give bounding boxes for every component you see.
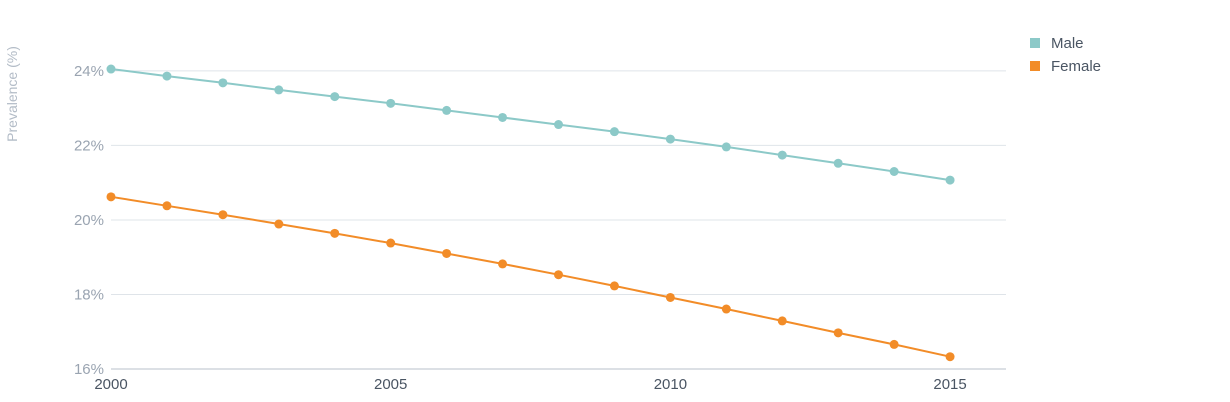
x-tick-label: 2000 bbox=[94, 376, 127, 393]
data-point-female bbox=[218, 210, 228, 220]
gridlines bbox=[111, 70, 1006, 370]
data-point-female bbox=[274, 219, 284, 229]
data-point-male bbox=[442, 105, 452, 115]
data-point-female bbox=[833, 328, 843, 338]
data-point-male bbox=[777, 150, 787, 160]
x-tick-label: 2015 bbox=[933, 376, 966, 393]
x-tick-label: 2010 bbox=[654, 376, 687, 393]
data-point-female bbox=[162, 201, 172, 211]
y-tick-label: 22% bbox=[74, 137, 104, 154]
data-point-female bbox=[889, 339, 899, 349]
data-point-male bbox=[330, 92, 340, 102]
data-point-male bbox=[218, 78, 228, 88]
series-group bbox=[106, 64, 955, 362]
y-axis-label: Prevalence (%) bbox=[4, 46, 20, 142]
data-point-female bbox=[945, 352, 955, 362]
x-axis-ticks: 2000 2005 2010 2015 bbox=[94, 376, 966, 393]
data-point-female bbox=[721, 304, 731, 314]
data-point-male bbox=[721, 142, 731, 152]
data-point-female bbox=[498, 259, 508, 269]
series-female bbox=[106, 192, 955, 362]
data-point-male bbox=[498, 112, 508, 122]
data-point-male bbox=[162, 71, 172, 81]
data-point-male bbox=[609, 127, 619, 137]
data-point-female bbox=[609, 281, 619, 291]
data-point-male bbox=[889, 167, 899, 177]
x-tick-label: 2005 bbox=[374, 376, 407, 393]
data-point-male bbox=[386, 98, 396, 108]
data-point-female bbox=[442, 248, 452, 258]
data-point-female bbox=[330, 228, 340, 238]
data-point-female bbox=[106, 192, 116, 202]
data-point-female bbox=[554, 270, 563, 280]
y-tick-label: 16% bbox=[74, 361, 104, 378]
data-point-male bbox=[274, 85, 284, 95]
y-tick-label: 24% bbox=[74, 63, 104, 80]
y-axis-ticks: 16% 18% 20% 22% 24% bbox=[74, 63, 104, 378]
legend-swatch-female bbox=[1030, 61, 1040, 71]
y-tick-label: 18% bbox=[74, 286, 104, 303]
data-point-male bbox=[833, 158, 843, 168]
series-line-female bbox=[110, 195, 951, 358]
y-tick-label: 20% bbox=[74, 212, 104, 229]
legend-swatch-male bbox=[1030, 38, 1040, 48]
data-point-female bbox=[777, 316, 787, 326]
legend-label-female: Female bbox=[1051, 58, 1101, 75]
data-point-male bbox=[665, 134, 675, 144]
data-point-female bbox=[665, 292, 675, 302]
series-line-male bbox=[110, 68, 951, 182]
legend: Male Female bbox=[1030, 35, 1101, 75]
legend-label-male: Male bbox=[1051, 35, 1084, 52]
data-point-female bbox=[386, 238, 396, 248]
series-male bbox=[106, 64, 955, 185]
data-point-male bbox=[945, 175, 955, 185]
data-point-male bbox=[554, 120, 563, 130]
data-point-male bbox=[106, 64, 116, 74]
